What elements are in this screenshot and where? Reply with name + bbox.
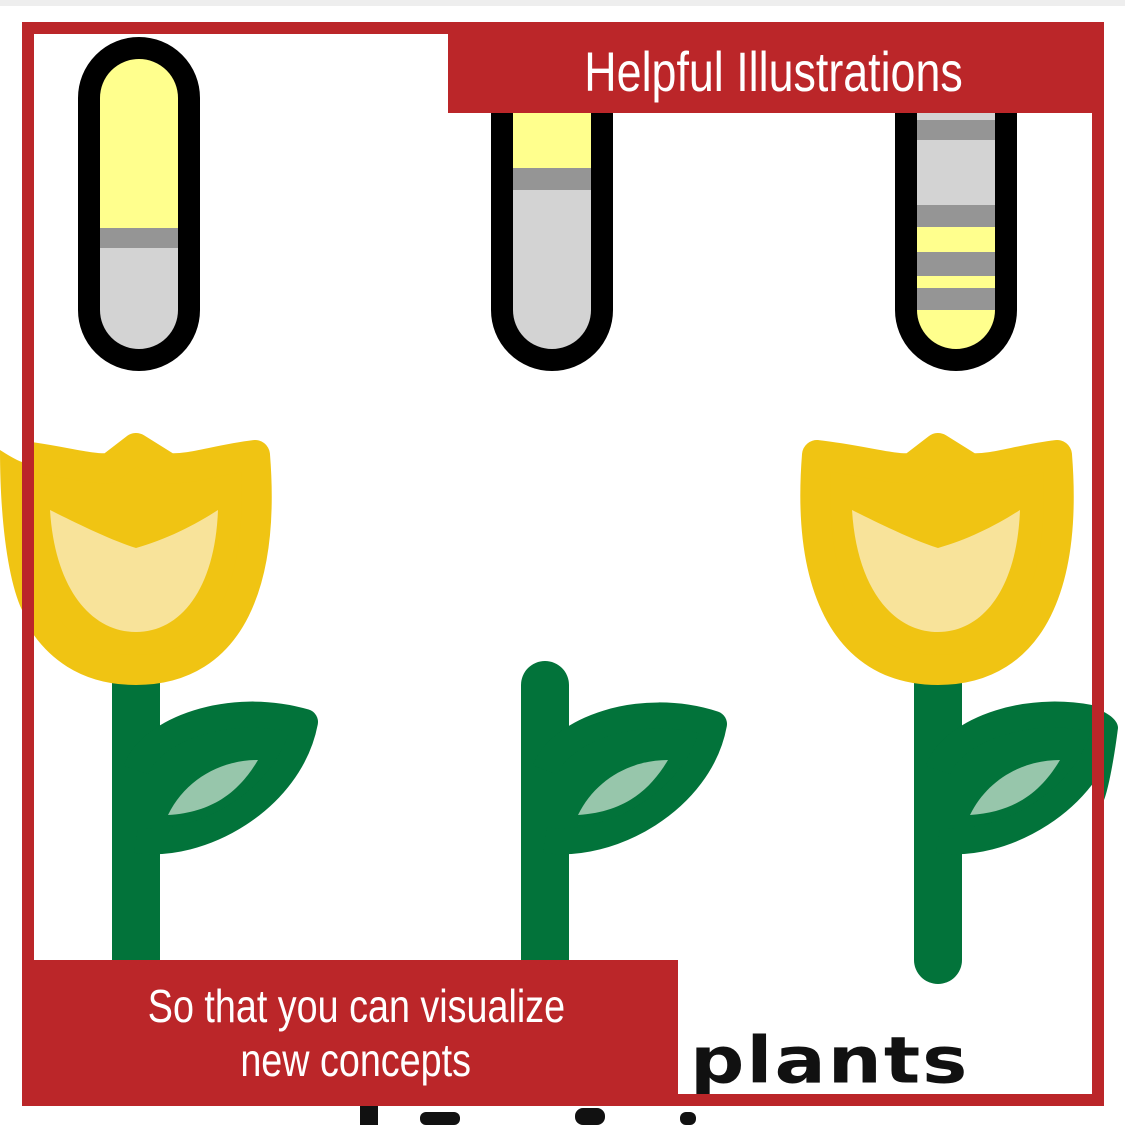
caption-line-1: So that you can visualize bbox=[147, 980, 565, 1032]
tulip-icon bbox=[34, 433, 318, 1024]
page-title: Helpful Illustrations bbox=[584, 39, 964, 103]
tulip-icon bbox=[800, 433, 1092, 984]
top-divider bbox=[0, 0, 1125, 6]
caption-banner: So that you can visualize new concepts bbox=[34, 960, 678, 1106]
partial-handwriting-marks bbox=[360, 1106, 696, 1125]
header-banner: Helpful Illustrations bbox=[448, 29, 1100, 113]
caption-line-2: new concepts bbox=[240, 1034, 472, 1086]
stem-icon bbox=[521, 661, 727, 1014]
tulip-icon bbox=[0, 450, 22, 610]
plants-label: plants bbox=[690, 1022, 970, 1098]
test-tube-icon bbox=[78, 37, 200, 371]
leaf-overflow bbox=[1104, 712, 1118, 800]
